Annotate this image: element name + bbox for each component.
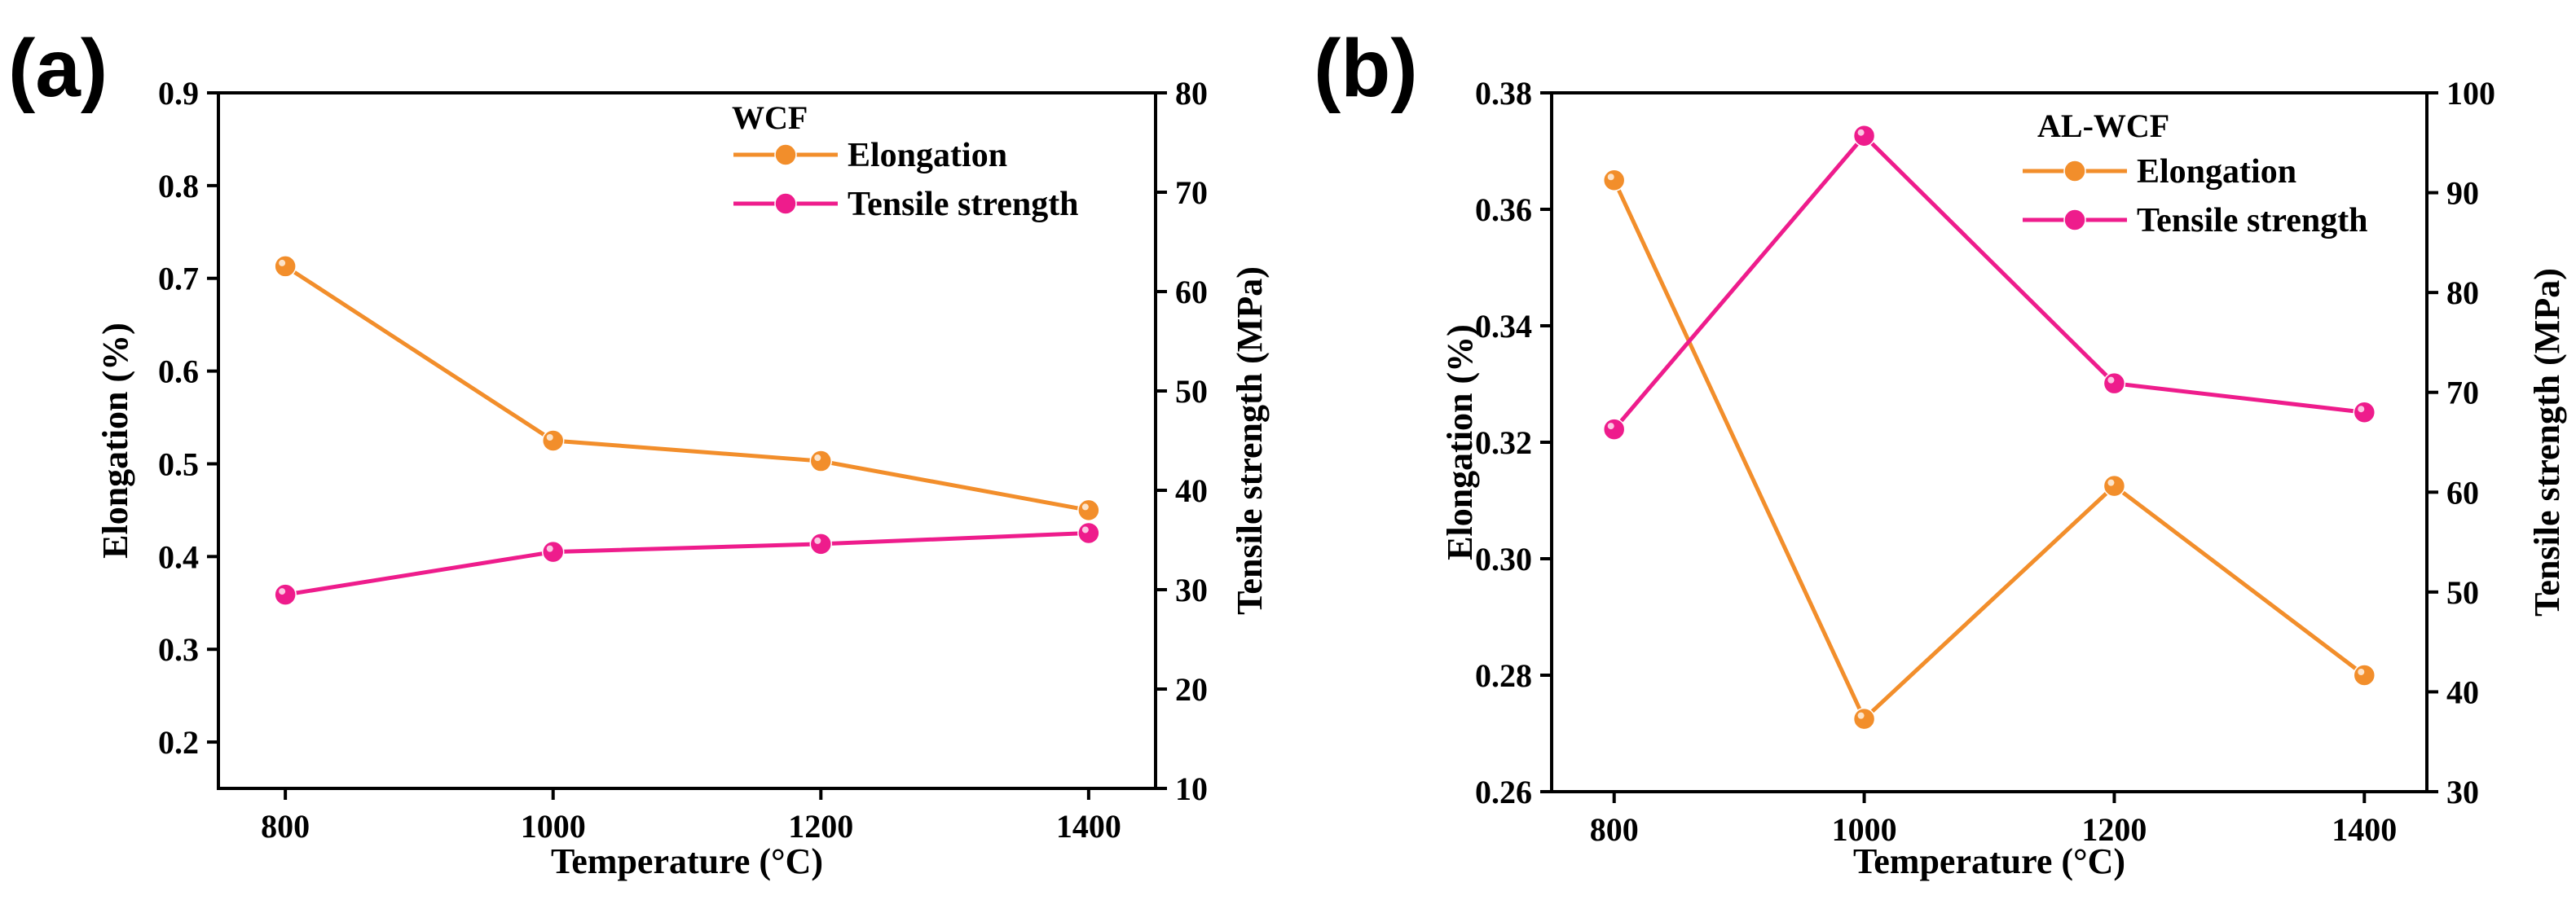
data-point-highlight — [279, 259, 286, 266]
data-point-highlight — [2358, 406, 2365, 413]
x-tick-label: 1200 — [2081, 811, 2147, 848]
legend-title: AL-WCF — [2037, 108, 2169, 144]
data-point-tensile-strength — [1852, 124, 1876, 147]
data-point-highlight — [2358, 669, 2365, 675]
data-point-highlight — [1857, 129, 1865, 136]
data-point-highlight — [814, 454, 821, 462]
data-point-highlight — [1081, 503, 1089, 511]
y-right-tick-label: 80 — [2446, 274, 2479, 311]
data-point-elongation — [541, 429, 565, 452]
y-right-tick-label: 40 — [1175, 472, 1208, 509]
data-point-elongation — [2103, 474, 2126, 498]
data-point-highlight — [1607, 173, 1614, 181]
data-point-tensile-strength — [1602, 418, 1626, 441]
data-point-tensile-strength — [1077, 521, 1100, 545]
plot-frame — [217, 91, 1157, 790]
y-left-tick-label: 0.30 — [1475, 541, 1532, 577]
legend-label-elongation: Elongation — [2137, 153, 2296, 191]
y-right-axis-title: Tensile strength (MPa) — [2527, 268, 2567, 617]
data-point-tensile-strength — [274, 583, 297, 606]
data-point-highlight — [1607, 423, 1614, 430]
y-left-tick-label: 0.38 — [1475, 75, 1532, 112]
data-point-elongation — [809, 450, 833, 472]
legend-marker-elongation — [2063, 160, 2086, 182]
chart-panel-b: (b) 800 1000 1200 1400 0.26 0.28 0.30 0.32 0.34 0.… — [1314, 23, 2567, 881]
data-point-tensile-strength — [809, 533, 833, 555]
y-right-tick-label: 20 — [1175, 671, 1208, 708]
series-line-tensile-strength — [284, 530, 1089, 597]
panel-label: (b) — [1314, 23, 1418, 114]
y-left-tick-label: 0.8 — [158, 168, 199, 204]
y-left-axis-title: Elongation (%) — [95, 323, 135, 559]
y-right-tick-label: 60 — [1175, 274, 1208, 310]
y-right-tick-label: 60 — [2446, 474, 2479, 511]
data-point-highlight — [1081, 526, 1089, 533]
legend-marker-tensile-strength — [774, 192, 797, 215]
x-tick-label: 800 — [1590, 811, 1639, 848]
y-right-tick-label: 50 — [2446, 574, 2479, 611]
y-left-tick-label: 0.4 — [158, 538, 199, 575]
data-point-highlight — [279, 588, 286, 595]
y-left-tick-label: 0.36 — [1475, 191, 1532, 228]
plot-frame — [1550, 91, 2428, 793]
y-right-tick-label: 80 — [1175, 75, 1208, 112]
data-point-highlight — [2107, 376, 2115, 384]
y-left-tick-label: 0.34 — [1475, 308, 1532, 345]
legend-title: WCF — [732, 99, 808, 136]
y-right-tick-label: 90 — [2446, 175, 2479, 212]
y-right-axis-title: Tensile strength (MPa) — [1230, 266, 1270, 615]
data-point-highlight — [546, 434, 553, 441]
x-tick-label: 1200 — [788, 808, 853, 845]
y-left-tick-label: 0.6 — [158, 353, 199, 390]
x-tick-label: 1000 — [521, 808, 586, 845]
x-tick-label: 1400 — [1056, 808, 1121, 845]
y-right-tick-label: 70 — [2446, 375, 2479, 411]
legend-label-tensile-strength: Tensile strength — [2137, 202, 2368, 239]
x-tick-label: 1000 — [1832, 811, 1897, 848]
series-line-elongation — [284, 264, 1090, 512]
chart-panel-a: (a) 800 1000 1200 1400 0.2 0.3 0.4 0.5 0.6 0.7 0.8 0… — [8, 23, 1270, 881]
data-point-elongation — [1077, 498, 1100, 522]
y-left-tick-label: 0.32 — [1475, 424, 1532, 461]
legend-label-tensile-strength: Tensile strength — [848, 186, 1079, 223]
x-tick-label: 800 — [261, 808, 310, 845]
data-point-highlight — [546, 545, 553, 552]
y-right-tick-label: 30 — [2446, 774, 2479, 810]
data-point-highlight — [1857, 712, 1865, 719]
y-right-tick-label: 100 — [2446, 75, 2495, 112]
data-point-highlight — [2107, 479, 2115, 486]
y-left-tick-label: 0.28 — [1475, 657, 1532, 694]
panel-label: (a) — [8, 23, 108, 114]
x-tick-label: 1400 — [2332, 811, 2397, 848]
data-point-tensile-strength — [2103, 371, 2126, 395]
data-point-elongation — [1602, 169, 1626, 191]
legend-marker-tensile-strength — [2063, 209, 2086, 231]
y-left-tick-label: 0.9 — [158, 75, 199, 112]
data-point-elongation — [1852, 707, 1876, 731]
series-line-tensile-strength — [1612, 133, 2365, 431]
y-left-tick-label: 0.2 — [158, 724, 199, 761]
y-right-tick-label: 30 — [1175, 572, 1208, 608]
data-point-tensile-strength — [2353, 401, 2376, 424]
series-line-elongation — [1612, 179, 2366, 722]
x-axis-title: Temperature (°C) — [551, 841, 823, 881]
y-right-tick-label: 70 — [1175, 174, 1208, 211]
legend-marker-elongation — [774, 143, 797, 166]
legend-label-elongation: Elongation — [848, 137, 1007, 174]
y-right-tick-label: 50 — [1175, 373, 1208, 410]
data-point-tensile-strength — [541, 540, 565, 564]
y-left-tick-label: 0.3 — [158, 631, 199, 668]
y-right-tick-label: 40 — [2446, 674, 2479, 710]
data-point-elongation — [2353, 664, 2376, 687]
y-left-tick-label: 0.26 — [1475, 774, 1532, 810]
x-axis-title: Temperature (°C) — [1853, 841, 2125, 881]
y-left-tick-label: 0.5 — [158, 446, 199, 482]
data-point-highlight — [814, 537, 821, 544]
y-left-axis-title: Elongation (%) — [1440, 324, 1480, 560]
y-left-tick-label: 0.7 — [158, 261, 199, 297]
y-right-tick-label: 10 — [1175, 770, 1208, 807]
data-point-elongation — [274, 255, 297, 278]
